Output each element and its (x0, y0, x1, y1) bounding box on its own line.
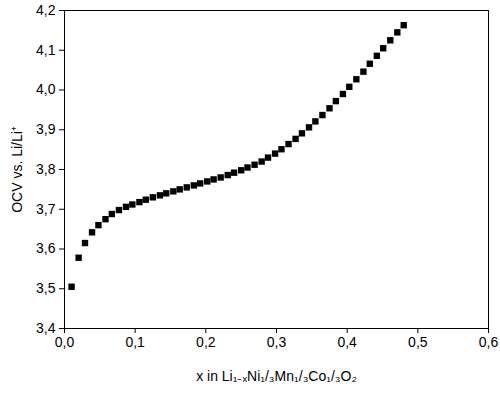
svg-text:0,4: 0,4 (337, 334, 357, 350)
svg-text:4,0: 4,0 (36, 81, 56, 97)
svg-text:3,8: 3,8 (36, 161, 56, 177)
svg-text:3,4: 3,4 (36, 320, 56, 336)
svg-text:x in Li₁₋ₓNi₁/₃Mn₁/₃Co₁/₃O₂: x in Li₁₋ₓNi₁/₃Mn₁/₃Co₁/₃O₂ (196, 368, 357, 384)
svg-text:0,1: 0,1 (125, 334, 145, 350)
svg-text:0,6: 0,6 (479, 334, 499, 350)
svg-text:OCV vs. Li/Li⁺: OCV vs. Li/Li⁺ (9, 126, 25, 213)
svg-text:4,1: 4,1 (36, 42, 56, 58)
svg-text:0,5: 0,5 (408, 334, 428, 350)
svg-text:0,2: 0,2 (196, 334, 216, 350)
svg-text:3,9: 3,9 (36, 121, 56, 137)
svg-text:0,3: 0,3 (267, 334, 287, 350)
svg-text:3,5: 3,5 (36, 280, 56, 296)
svg-text:0,0: 0,0 (55, 334, 75, 350)
svg-text:3,6: 3,6 (36, 240, 56, 256)
svg-text:4,2: 4,2 (36, 2, 56, 18)
svg-text:3,7: 3,7 (36, 201, 56, 217)
